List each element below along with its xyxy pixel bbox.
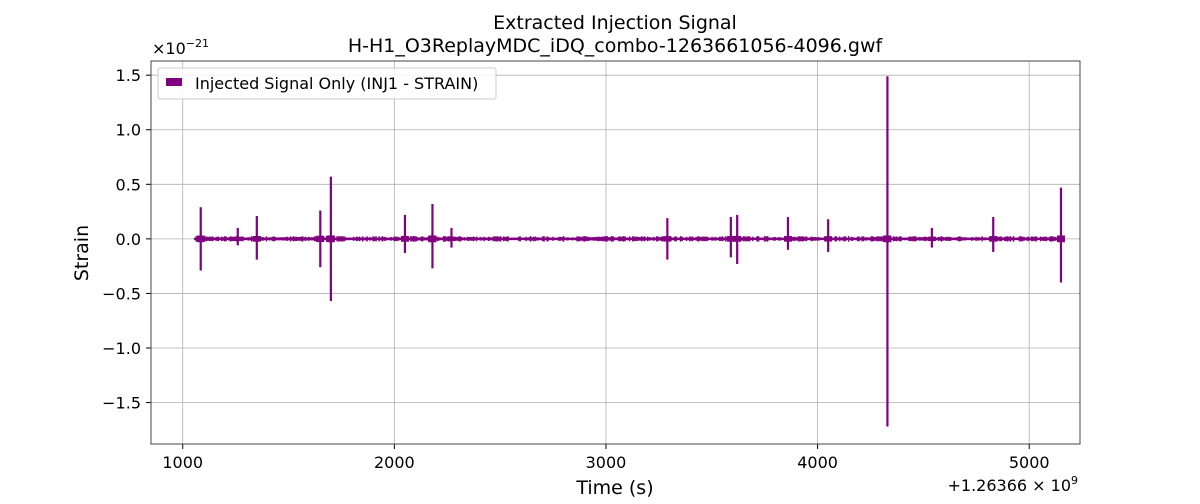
y-tick-label: −1.5	[102, 394, 141, 413]
grid	[151, 61, 1080, 444]
y-scale-label: ×10−21	[152, 37, 209, 58]
x-tick-label: 4000	[797, 453, 838, 472]
y-tick-label: 0.5	[116, 175, 141, 194]
x-offset-label: +1.26366 × 109	[947, 474, 1078, 495]
y-tick-label: −1.0	[102, 339, 141, 358]
chart-title: Extracted Injection Signal	[493, 12, 737, 34]
y-tick-label: 1.0	[116, 121, 141, 140]
x-tick-label: 2000	[374, 453, 415, 472]
x-axis-label: Time (s)	[575, 477, 653, 499]
y-tick-label: 1.5	[116, 66, 141, 85]
legend-box	[157, 67, 497, 100]
chart-subtitle: H-H1_O3ReplayMDC_iDQ_combo-1263661056-40…	[348, 35, 884, 57]
legend-swatch	[166, 78, 182, 86]
y-tick-label: 0.0	[116, 230, 141, 249]
y-scale-exponent: −21	[186, 37, 209, 50]
axis-ticks: 1000 2000 3000 4000 5000 −1.5 −1.0 −0.5 0.0 0.5 1.…	[102, 66, 1049, 472]
legend-label: Injected Signal Only (INJ1 - STRAIN)	[195, 74, 478, 93]
legend: Injected Signal Only (INJ1 - STRAIN)	[157, 67, 497, 100]
x-tick-label: 1000	[162, 453, 203, 472]
x-tick-label: 3000	[586, 453, 627, 472]
y-axis-label: Strain	[71, 225, 93, 281]
y-scale-base: ×10	[152, 39, 186, 58]
series-injected-signal	[193, 76, 1065, 427]
x-offset-exponent: 9	[1071, 474, 1078, 487]
x-tick-label: 5000	[1009, 453, 1050, 472]
plot-frame	[150, 60, 1081, 445]
x-offset-base: +1.26366 × 10	[947, 476, 1071, 495]
y-tick-label: −0.5	[102, 284, 141, 303]
